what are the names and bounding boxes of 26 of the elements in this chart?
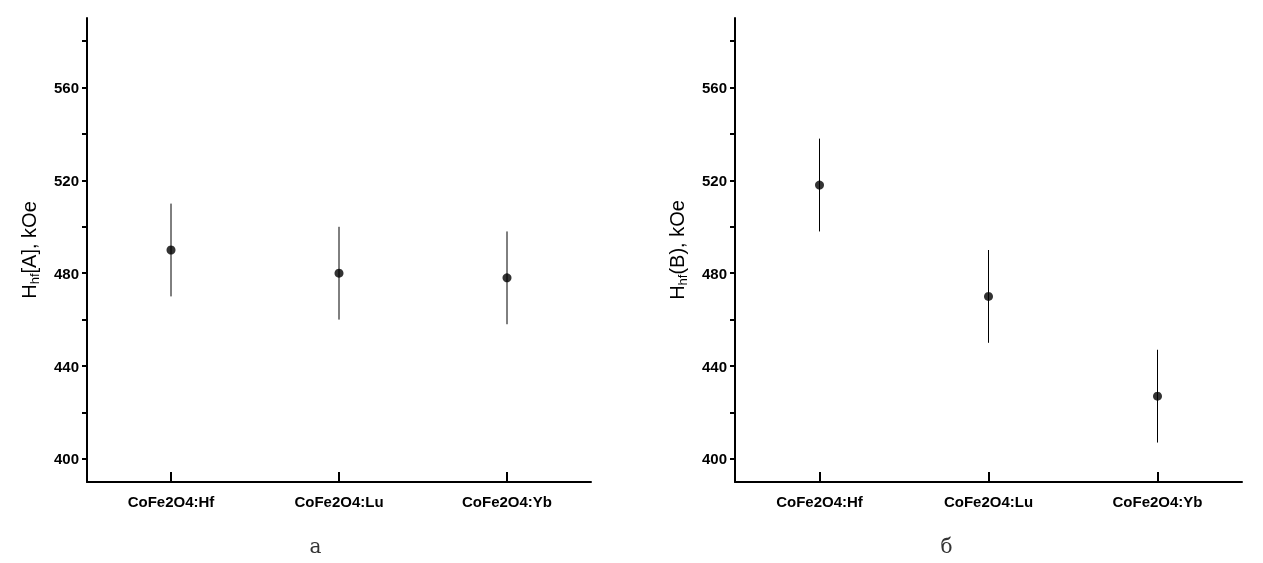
y-tick-label: 520: [701, 171, 727, 189]
point: [815, 180, 824, 190]
text: а: [309, 534, 322, 558]
y-tick-label: 560: [701, 79, 727, 97]
y-tick-label: 440: [701, 357, 727, 375]
x-tick-label: CoFe2O4:Hf: [776, 493, 864, 510]
text: б: [940, 534, 953, 558]
point: [984, 291, 993, 301]
x-tick-label: CoFe2O4:Yb: [1112, 493, 1203, 510]
point: [166, 245, 176, 255]
x-tick-label: CoFe2O4:Lu: [294, 493, 384, 510]
x-tick-label: CoFe2O4:Hf: [127, 493, 216, 510]
y-tick-label: 480: [53, 264, 79, 282]
x-tick-label: CoFe2O4:Yb: [461, 493, 553, 510]
y-tick-label: 440: [53, 357, 79, 375]
y-tick-label: 520: [53, 171, 79, 189]
point: [502, 273, 512, 283]
y-tick-label: 400: [701, 450, 727, 468]
x-tick-label: CoFe2O4:Lu: [943, 493, 1034, 510]
y-axis-title: Hhf[A], kOe: [18, 201, 42, 299]
point: [334, 268, 344, 278]
y-tick-label: 560: [53, 79, 79, 97]
point: [1153, 391, 1162, 401]
y-axis-title: Hhf(B), kOe: [666, 200, 690, 300]
y-tick-label: 480: [701, 264, 727, 282]
y-tick-label: 400: [53, 450, 79, 468]
